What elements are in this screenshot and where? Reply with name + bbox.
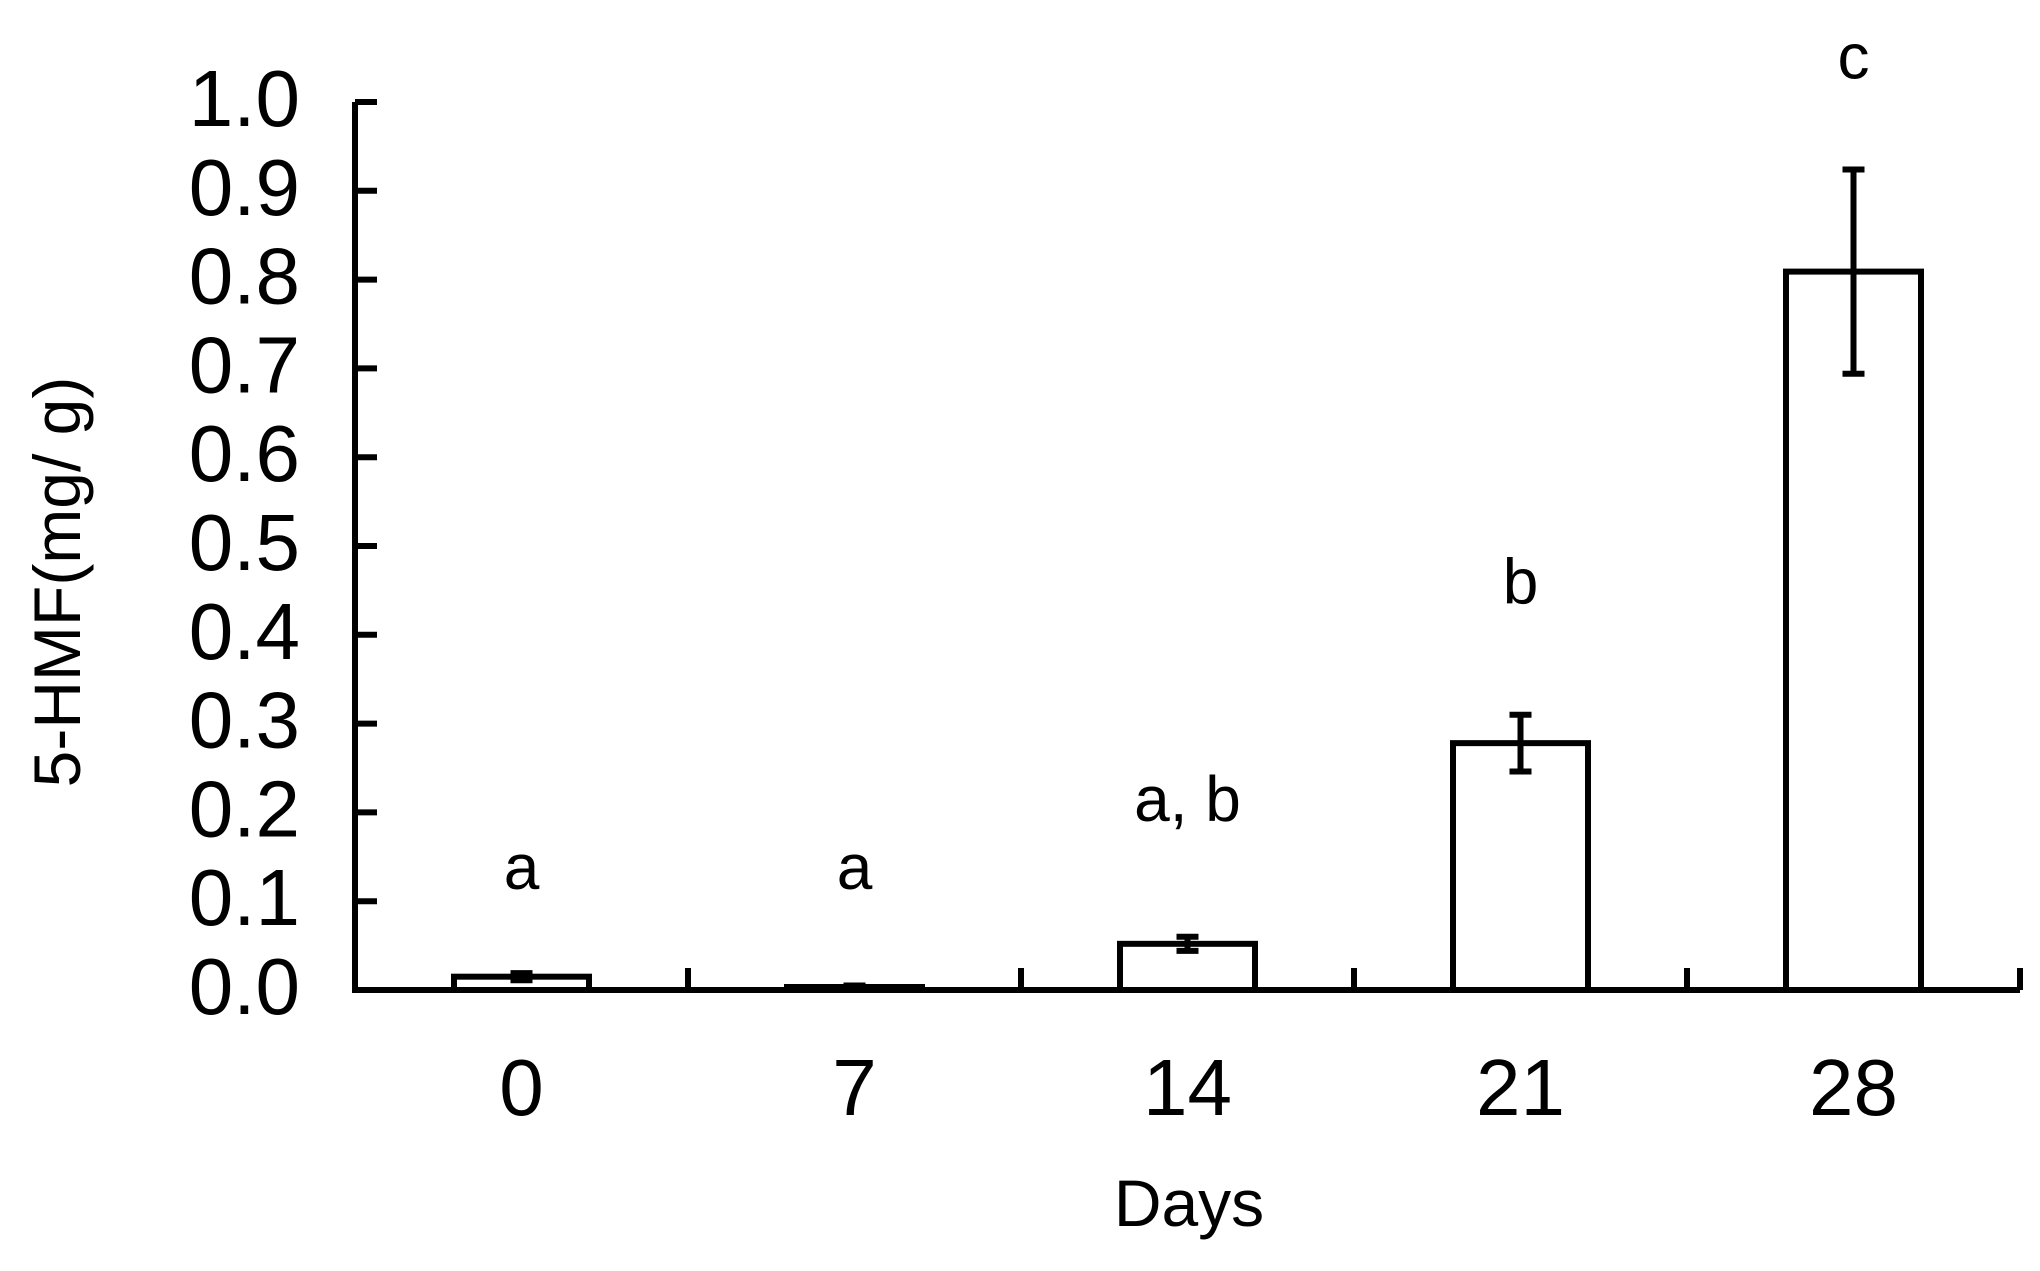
y-axis-label: 5-HMF(mg/ g) [20,377,94,788]
x-tick-label: 21 [1476,1043,1565,1132]
significance-label: b [1503,545,1539,617]
y-tick-label: 0.8 [189,232,300,321]
y-tick-label: 0.7 [189,320,300,409]
labels: 5-HMF(mg/ g) Days 0 a 7 a 14 a, b 21 b 28 c [20,20,1898,1240]
x-tick-label: 28 [1809,1043,1898,1132]
y-tick-label: 1.0 [189,54,300,143]
y-tick-label: 0.6 [189,409,300,498]
y-tick-label: 0.2 [189,764,300,853]
bars [451,166,1924,994]
bar [1783,268,1924,994]
significance-label: a [504,831,540,903]
x-tick-label: 14 [1143,1043,1232,1132]
significance-label: c [1838,20,1870,92]
significance-label: a, b [1134,763,1241,835]
y-tick-label: 0.5 [189,498,300,587]
y-tick-label: 0.4 [189,587,300,676]
x-tick-label: 7 [832,1043,877,1132]
significance-label: a [837,831,873,903]
x-axis-label: Days [1114,1166,1264,1240]
y-tick-label: 0.1 [189,853,300,942]
bar [1450,740,1591,993]
x-tick-label: 0 [499,1043,544,1132]
y-tick-label: 0.9 [189,143,300,232]
y-tick-label: 0.0 [189,942,300,1031]
y-tick-label: 0.3 [189,676,300,765]
axes: 0.00.10.20.30.40.50.60.70.80.91.0 [189,54,2023,1031]
